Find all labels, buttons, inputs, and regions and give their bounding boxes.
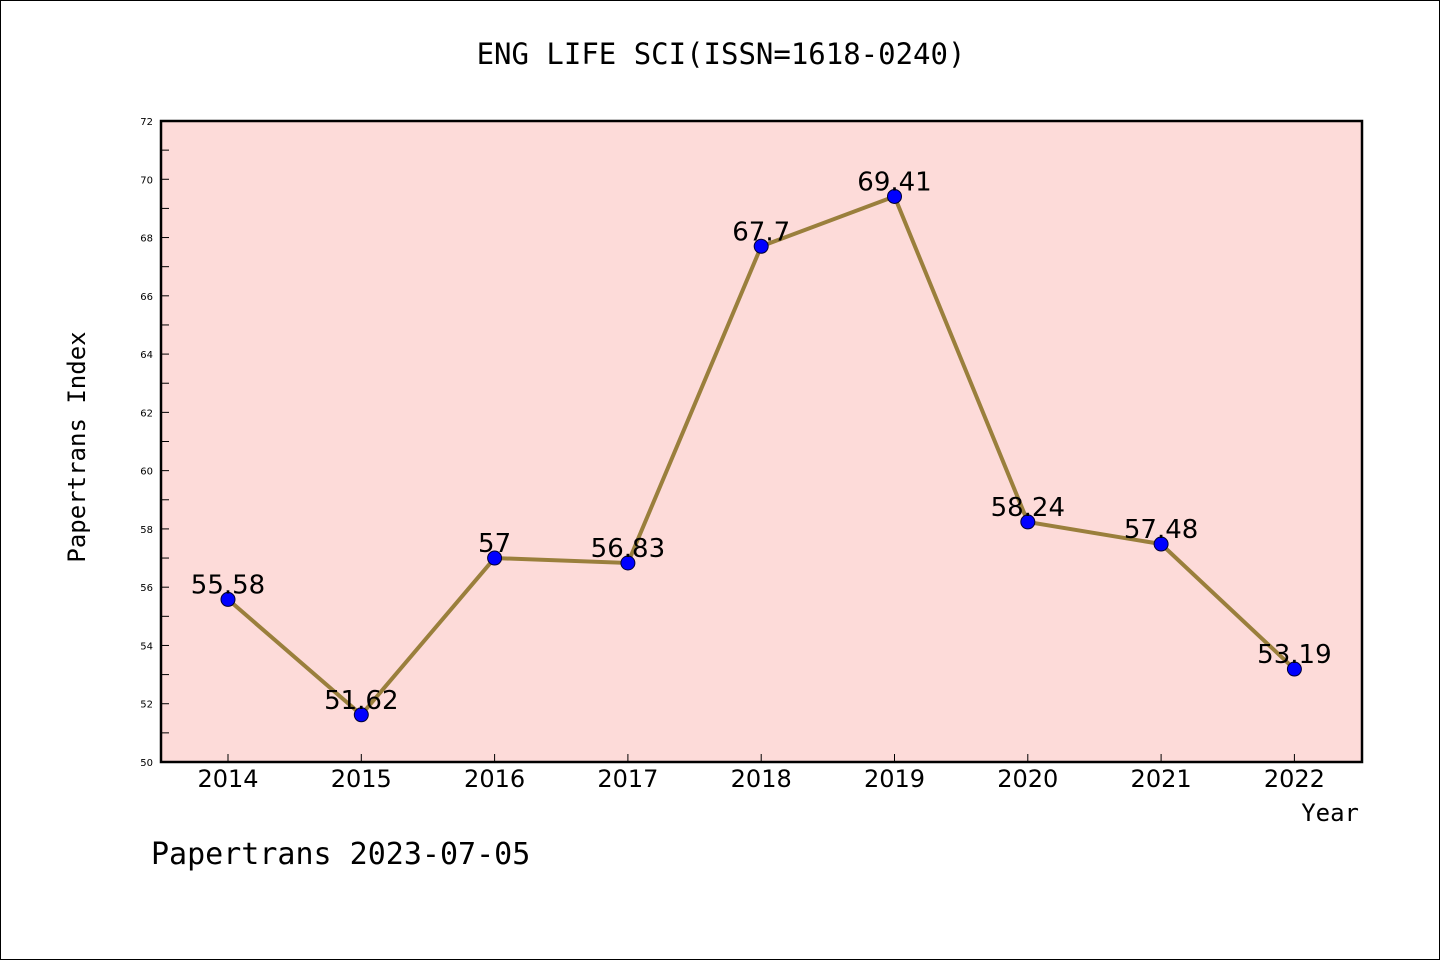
- data-point: [1153, 536, 1169, 552]
- data-label: 53.19: [1257, 640, 1331, 670]
- data-label: 57: [478, 529, 511, 559]
- y-tick-label: 58: [140, 525, 153, 536]
- x-tick-label: 2021: [1131, 765, 1192, 793]
- y-tick-label: 70: [140, 175, 153, 186]
- x-tick-label: 2020: [997, 765, 1058, 793]
- plot-border: [159, 119, 1364, 764]
- data-point: [620, 555, 636, 571]
- chart-title: ENG LIFE SCI(ISSN=1618-0240): [476, 37, 966, 71]
- x-tick-label: 2018: [731, 765, 792, 793]
- x-tick-label: 2016: [464, 765, 525, 793]
- data-point: [220, 591, 236, 607]
- y-tick-label: 68: [140, 234, 153, 245]
- y-tick-label: 64: [140, 350, 153, 361]
- footer-text: Papertrans 2023-07-05: [151, 837, 531, 872]
- data-point: [487, 550, 503, 566]
- data-label: 51.62: [324, 686, 398, 716]
- data-label: 69.41: [857, 167, 931, 197]
- data-point: [887, 188, 902, 204]
- data-label: 56.83: [591, 534, 665, 564]
- data-label: 58.24: [991, 493, 1065, 523]
- data-point: [1286, 661, 1302, 677]
- y-tick-label: 62: [140, 408, 153, 419]
- x-tick-label: 2022: [1264, 765, 1325, 793]
- data-label: 57.48: [1124, 515, 1198, 545]
- x-tick-label: 2017: [597, 765, 658, 793]
- plot-area: [161, 121, 1362, 762]
- data-point: [753, 238, 769, 254]
- data-point: [353, 707, 369, 723]
- y-tick-label: 56: [140, 583, 153, 594]
- x-tick-label: 2014: [197, 765, 258, 793]
- x-tick-label: 2019: [864, 765, 925, 793]
- y-tick-label: 60: [140, 467, 153, 478]
- data-label: 67.7: [732, 217, 790, 247]
- y-tick-label: 50: [140, 758, 153, 769]
- y-tick-label: 66: [140, 292, 153, 303]
- x-tick-label: 2015: [331, 765, 392, 793]
- y-tick-label: 72: [140, 117, 153, 128]
- x-axis-label: Year: [1301, 799, 1359, 827]
- y-tick-label: 52: [140, 700, 153, 711]
- data-point: [1020, 514, 1036, 530]
- y-tick-label: 54: [140, 641, 153, 652]
- data-label: 55.58: [191, 570, 265, 600]
